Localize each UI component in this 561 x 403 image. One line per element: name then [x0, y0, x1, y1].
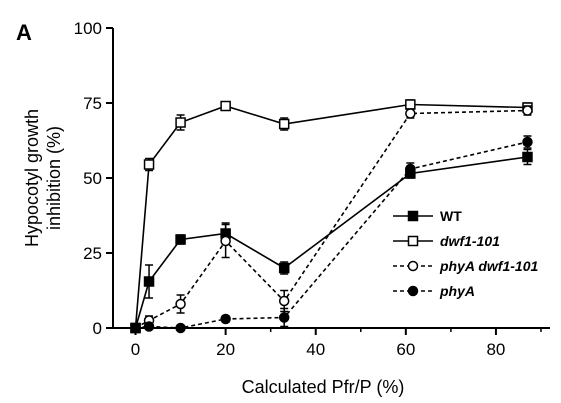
y-axis-title-line: inhibition (%) [44, 126, 64, 230]
legend-entry-4: phyA [393, 283, 475, 299]
data-point [143, 321, 155, 332]
legend-entry-3: phyA dwf1-101 [393, 258, 538, 274]
legend-entry-1: WT [393, 208, 462, 224]
plot-area [130, 99, 533, 334]
legend-label: phyA dwf1-101 [439, 258, 538, 274]
legend-marker [407, 260, 419, 272]
data-point [522, 105, 533, 116]
data-point [220, 235, 231, 247]
x-tick-label: 20 [216, 340, 235, 359]
data-point [175, 234, 186, 245]
x-axis-title: Calculated Pfr/P (%) [242, 377, 405, 397]
data-point [522, 136, 533, 148]
data-point [143, 276, 155, 287]
data-point [220, 313, 231, 325]
data-point [220, 100, 231, 112]
legend-label: phyA [439, 283, 475, 299]
x-tick-label: 80 [486, 340, 505, 359]
y-tick-label: 25 [83, 244, 102, 263]
legend-marker [407, 210, 419, 222]
series-4 [130, 135, 533, 334]
axes: 0 25 50 75 100 0 20 40 60 80 [74, 19, 550, 359]
data-point [130, 322, 141, 334]
x-tick-label: 0 [131, 340, 140, 359]
data-point [175, 322, 186, 334]
y-axis-title-text: Hypocotyl growth inhibition (%) [22, 109, 64, 247]
y-tick-label: 0 [93, 319, 102, 338]
data-point [175, 117, 186, 128]
legend-entry-2: dwf1-101 [393, 233, 500, 249]
data-point [522, 151, 533, 163]
data-point [143, 159, 155, 170]
y-axis-title-line: Hypocotyl growth [22, 109, 42, 247]
data-point [278, 118, 290, 130]
data-point [278, 295, 290, 307]
legend-marker [407, 285, 419, 297]
legend-marker [407, 235, 419, 247]
y-tick-label: 100 [74, 19, 102, 38]
data-point [405, 108, 416, 119]
y-tick-label: 75 [83, 94, 102, 113]
legend-label: WT [440, 208, 462, 224]
data-point [278, 262, 290, 274]
y-axis-title: Hypocotyl growth inhibition (%) [22, 109, 64, 247]
legend: WT dwf1-101 phyA dwf1-101 phyA [393, 208, 538, 299]
panel-label: A [16, 20, 32, 45]
data-point [405, 163, 416, 175]
data-point [278, 312, 290, 323]
y-tick-label: 50 [83, 169, 102, 188]
data-point [405, 99, 416, 110]
legend-label: dwf1-101 [440, 233, 500, 249]
x-tick-label: 60 [396, 340, 415, 359]
data-point [175, 298, 186, 310]
x-tick-label: 40 [306, 340, 325, 359]
